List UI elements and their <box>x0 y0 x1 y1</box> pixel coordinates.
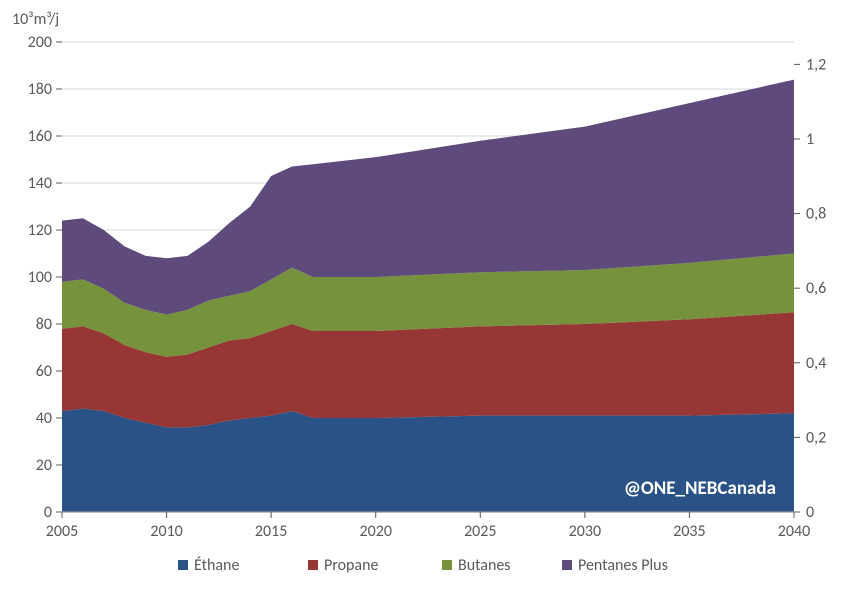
x-tick-label: 2025 <box>464 522 496 541</box>
y-right-tick-label: 0 <box>806 503 814 522</box>
legend-label: Propane <box>324 556 379 575</box>
y-left-tick-label: 0 <box>44 503 52 522</box>
y-left-tick-label: 20 <box>36 456 52 475</box>
area-chart: 2005201020152020202520302035204002040608… <box>0 0 846 604</box>
y-right-tick-label: 0,4 <box>806 354 826 373</box>
y-left-tick-label: 200 <box>28 33 52 52</box>
y-left-tick-label: 120 <box>28 221 52 240</box>
x-tick-label: 2035 <box>673 522 705 541</box>
legend-label: Pentanes Plus <box>578 556 668 575</box>
watermark: @ONE_NEBCanada <box>624 477 776 500</box>
y-left-tick-label: 140 <box>28 174 52 193</box>
legend-marker <box>442 560 452 570</box>
y-right-tick-label: 1,2 <box>806 55 826 74</box>
y-right-tick-label: 0,8 <box>806 205 826 224</box>
legend-marker <box>562 560 572 570</box>
x-tick-label: 2040 <box>778 522 810 541</box>
legend-label: Éthane <box>194 556 239 575</box>
y-left-tick-label: 160 <box>28 127 52 146</box>
y-left-tick-label: 60 <box>36 362 52 381</box>
y-right-tick-label: 0,6 <box>806 279 826 298</box>
legend-marker <box>178 560 188 570</box>
y-left-tick-label: 40 <box>36 409 52 428</box>
y-axis-title: 10³m³/j <box>12 10 59 29</box>
y-right-tick-label: 0,2 <box>806 428 826 447</box>
y-right-tick-label: 1 <box>806 130 814 149</box>
x-tick-label: 2005 <box>46 522 78 541</box>
x-tick-label: 2030 <box>569 522 601 541</box>
y-left-tick-label: 100 <box>28 268 52 287</box>
x-tick-label: 2010 <box>150 522 182 541</box>
x-tick-label: 2020 <box>359 522 391 541</box>
legend-label: Butanes <box>458 556 511 575</box>
y-left-tick-label: 180 <box>28 80 52 99</box>
x-tick-label: 2015 <box>255 522 287 541</box>
legend-marker <box>308 560 318 570</box>
y-left-tick-label: 80 <box>36 315 52 334</box>
